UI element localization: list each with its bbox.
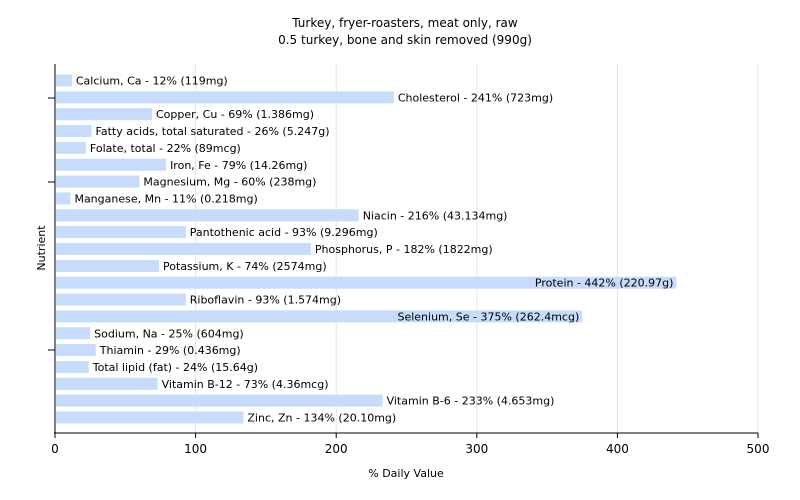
bar-label-6: Magnesium, Mg - 60% (238mg): [143, 176, 316, 189]
bar-label-4: Folate, total - 22% (89mcg): [90, 142, 241, 155]
x-tick-label-0: 0: [51, 442, 59, 456]
x-axis-label: % Daily Value: [368, 467, 444, 480]
bar-label-14: Selenium, Se - 375% (262.4mcg): [397, 310, 579, 323]
x-axis-ticks: 0 100 200 300 400 500: [51, 433, 769, 456]
bar-18: [56, 377, 158, 390]
bar-label-18: Vitamin B-12 - 73% (4.36mcg): [162, 378, 329, 391]
bar-15: [56, 327, 91, 340]
bar-12: [56, 276, 677, 289]
x-tick-label-1: 100: [184, 442, 207, 456]
bar-19: [56, 394, 383, 407]
bar-0: [56, 74, 72, 87]
bar-label-0: Calcium, Ca - 12% (119mg): [76, 75, 228, 88]
bar-2: [56, 108, 153, 121]
bars: Calcium, Ca - 12% (119mg) Cholesterol - 2…: [56, 74, 677, 425]
bar-7: [56, 192, 71, 205]
bar-11: [56, 259, 160, 272]
bar-label-17: Total lipid (fat) - 24% (15.64g): [92, 361, 258, 374]
bar-label-9: Pantothenic acid - 93% (9.296mg): [190, 226, 378, 239]
bar-20: [56, 411, 244, 424]
bar-label-13: Riboflavin - 93% (1.574mg): [190, 294, 341, 307]
chart-subtitle: 0.5 turkey, bone and skin removed (990g): [278, 33, 532, 47]
bar-6: [56, 175, 140, 188]
bar-13: [56, 293, 186, 306]
x-tick-label-5: 500: [747, 442, 770, 456]
bar-label-1: Cholesterol - 241% (723mg): [398, 91, 553, 104]
bar-label-20: Zinc, Zn - 134% (20.10mg): [247, 412, 396, 425]
bar-9: [56, 226, 186, 239]
y-axis-label: Nutrient: [35, 225, 48, 271]
bar-label-19: Vitamin B-6 - 233% (4.653mg): [387, 395, 555, 408]
bar-label-2: Copper, Cu - 69% (1.386mg): [156, 108, 314, 121]
bar-label-3: Fatty acids, total saturated - 26% (5.24…: [96, 125, 330, 138]
bar-label-10: Phosphorus, P - 182% (1822mg): [315, 243, 493, 256]
bar-label-8: Niacin - 216% (43.134mg): [363, 209, 508, 222]
bar-16: [56, 344, 96, 357]
bar-5: [56, 158, 167, 171]
bar-8: [56, 209, 359, 222]
bar-label-7: Manganese, Mn - 11% (0.218mg): [74, 192, 257, 205]
gridlines: [195, 64, 759, 433]
bar-label-5: Iron, Fe - 79% (14.26mg): [170, 159, 307, 172]
chart-title: Turkey, fryer-roasters, meat only, raw: [291, 16, 518, 30]
bar-label-16: Thiamin - 29% (0.436mg): [99, 344, 241, 357]
axes: [48, 64, 758, 434]
bar-10: [56, 243, 311, 255]
bar-14: [56, 310, 583, 323]
bar-label-11: Potassium, K - 74% (2574mg): [163, 260, 327, 273]
x-tick-label-2: 200: [325, 442, 348, 456]
bar-3: [56, 125, 92, 138]
x-tick-label-4: 400: [606, 442, 629, 456]
bar-4: [56, 141, 86, 154]
x-tick-label-3: 300: [465, 442, 488, 456]
bar-label-12: Protein - 442% (220.97g): [535, 277, 674, 290]
bar-label-15: Sodium, Na - 25% (604mg): [94, 327, 244, 340]
bar-17: [56, 360, 89, 373]
bar-1: [56, 91, 394, 104]
